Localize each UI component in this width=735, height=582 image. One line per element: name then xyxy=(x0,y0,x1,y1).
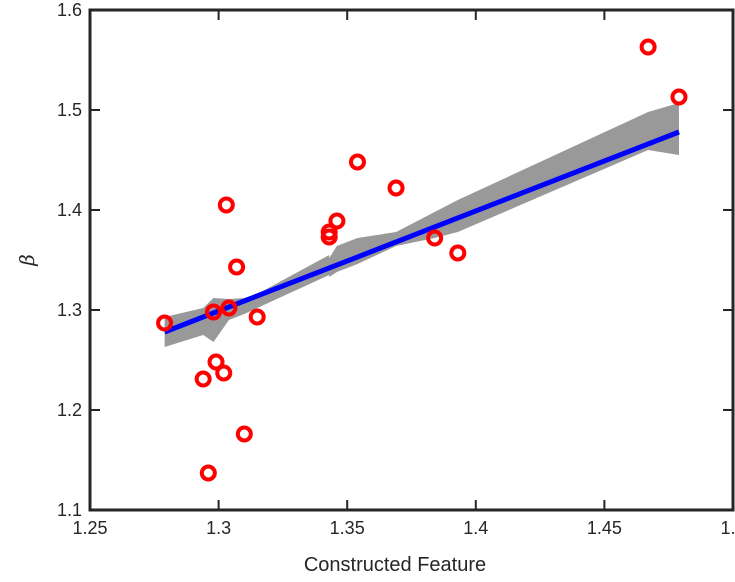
plot-area xyxy=(156,38,688,482)
axes-box xyxy=(88,8,735,512)
y-tick-label: 1.4 xyxy=(57,200,82,220)
data-point xyxy=(670,88,688,106)
x-axis-label: Constructed Feature xyxy=(304,554,486,576)
data-point xyxy=(348,153,366,171)
data-point xyxy=(228,258,246,276)
data-point xyxy=(387,179,405,197)
data-point xyxy=(328,212,346,230)
data-point xyxy=(215,364,233,382)
data-point xyxy=(207,353,225,371)
data-point xyxy=(199,464,217,482)
y-tick-label: 1.3 xyxy=(57,300,82,320)
x-tick-label: 1.3 xyxy=(206,518,231,538)
y-axis-label: β xyxy=(15,254,39,267)
data-point xyxy=(426,229,444,247)
fit-line xyxy=(163,129,680,335)
confidence-band xyxy=(164,103,680,347)
data-point xyxy=(248,308,266,326)
data-point xyxy=(217,196,235,214)
data-point xyxy=(220,299,238,317)
y-tick-label: 1.1 xyxy=(57,500,82,520)
data-point xyxy=(320,223,338,241)
data-point xyxy=(194,370,212,388)
data-point xyxy=(449,244,467,262)
x-tick-label: 1.25 xyxy=(72,518,107,538)
data-point xyxy=(639,38,657,56)
axes: 1.25 1.3 1.35 1.4 1.45 1.5 1.1 1.2 1.3 1.4 1.5 1.6 xyxy=(57,0,735,538)
x-tick-label: 1.4 xyxy=(463,518,488,538)
data-point xyxy=(156,314,174,332)
data-point xyxy=(235,425,253,443)
y-tick-label: 1.6 xyxy=(57,0,82,20)
y-tick-label: 1.2 xyxy=(57,400,82,420)
x-tick-label: 1.5 xyxy=(720,518,735,538)
data-point xyxy=(204,303,222,321)
x-tick-label: 1.35 xyxy=(330,518,365,538)
y-tick-label: 1.5 xyxy=(57,100,82,120)
x-tick-label: 1.45 xyxy=(587,518,622,538)
